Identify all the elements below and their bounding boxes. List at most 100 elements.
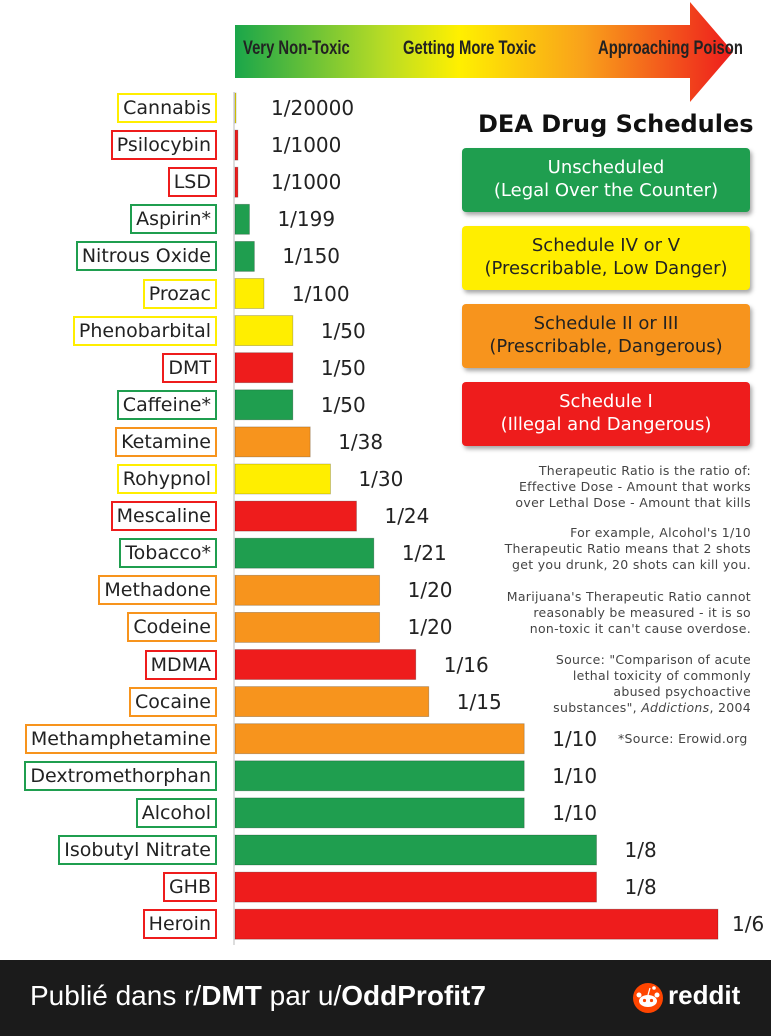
- bar-mescaline: [234, 500, 357, 532]
- value-label: 1/20: [407, 615, 453, 640]
- user-link[interactable]: OddProfit7: [341, 980, 486, 1011]
- note-marijuana: Marijuana's Therapeutic Ratio cannot rea…: [507, 589, 751, 637]
- bar-heroin: [234, 908, 719, 940]
- legend-item: Schedule II or III (Prescribable, Dangero…: [462, 304, 750, 368]
- note-alcohol-example: For example, Alcohol's 1/10 Therapeutic …: [505, 525, 751, 573]
- toxicity-scale: Very Non-Toxic Getting More Toxic Approa…: [233, 0, 771, 104]
- category-label: Methamphetamine: [24, 723, 217, 754]
- category-label: Alcohol: [135, 797, 217, 828]
- category-label: Phenobarbital: [72, 315, 217, 346]
- chart-svg: [233, 2, 733, 945]
- bars-layer: [234, 92, 719, 940]
- value-label: 1/100: [291, 281, 350, 306]
- footer-middle: par u/: [261, 980, 342, 1011]
- value-label: 1/16: [443, 652, 489, 677]
- legend-item-title: Schedule II or III: [533, 313, 679, 334]
- category-label: Prozac: [142, 278, 217, 309]
- category-label: Codeine: [127, 612, 217, 643]
- value-label: 1/20000: [271, 96, 355, 120]
- bar-dmt: [234, 352, 294, 384]
- bar-codeine: [234, 612, 381, 643]
- legend-item-title: Unscheduled: [547, 157, 665, 178]
- note-line: lethal toxicity of commonly: [572, 668, 751, 683]
- footer-bar: Publié dans r/DMT par u/OddProfit7 reddi…: [0, 960, 771, 1036]
- note-line: over Lethal Dose - Amount that kills: [515, 495, 751, 510]
- footer-attribution: Publié dans r/DMT par u/OddProfit7: [30, 980, 486, 1012]
- bar-nitrous-oxide: [234, 240, 255, 272]
- bar-phenobarbital: [234, 315, 294, 347]
- subreddit-link[interactable]: DMT: [201, 980, 262, 1011]
- note-line: non-toxic it can't cause overdose.: [529, 621, 751, 636]
- reddit-logo-icon: [633, 983, 663, 1013]
- category-label: Dextromethorphan: [24, 760, 217, 791]
- category-label: Psilocybin: [110, 130, 217, 161]
- source-text: substances",: [553, 700, 642, 715]
- value-label: 1/20: [407, 578, 453, 603]
- legend-item: Unscheduled (Legal Over the Counter): [462, 148, 750, 212]
- value-label: 1/30: [358, 467, 404, 491]
- legend-item: Schedule I (Illegal and Dangerous): [462, 382, 750, 446]
- chart-area: Very Non-Toxic Getting More Toxic Approa…: [24, 0, 771, 945]
- note-line: abused psychoactive: [613, 684, 751, 699]
- value-label: 1/10: [552, 726, 598, 751]
- legend-item-subtitle: (Prescribable, Dangerous): [489, 336, 723, 357]
- note-line: Marijuana's Therapeutic Ratio cannot: [506, 589, 751, 604]
- value-label: 1/150: [282, 244, 341, 269]
- bar-isobutyl-nitrate: [234, 834, 597, 866]
- legend-item: Schedule IV or V (Prescribable, Low Dange…: [462, 226, 750, 290]
- value-label: 1/8: [624, 875, 657, 900]
- note-source: Source: "Comparison of acute lethal toxi…: [553, 652, 751, 716]
- bar-aspirin: [234, 203, 250, 235]
- category-label: Tobacco*: [119, 538, 217, 569]
- note-line: For example, Alcohol's 1/10: [570, 525, 751, 540]
- bar-dextromethorphan: [234, 760, 525, 792]
- value-label: 1/199: [277, 207, 336, 232]
- note-line: Therapeutic Ratio means that 2 shots: [504, 541, 751, 556]
- value-label: 1/10: [552, 800, 598, 825]
- bar-lsd: [234, 166, 239, 198]
- bar-psilocybin: [234, 129, 239, 161]
- note-line: Source: "Comparison of acute: [555, 652, 751, 667]
- legend-item-subtitle: (Legal Over the Counter): [493, 180, 719, 201]
- bar-mdma: [234, 649, 417, 680]
- category-label: Ketamine: [115, 426, 217, 457]
- legend-item-title: Schedule IV or V: [531, 235, 681, 256]
- bar-prozac: [234, 278, 265, 309]
- bar-rohypnol: [234, 463, 331, 495]
- bar-alcohol: [234, 797, 525, 829]
- bar-methadone: [234, 574, 381, 606]
- source-year: , 2004: [709, 700, 751, 715]
- value-label: 1/1000: [271, 170, 342, 195]
- bar-ghb: [234, 871, 597, 903]
- bar-cocaine: [234, 686, 430, 717]
- note-line: get you drunk, 20 shots can kill you.: [512, 557, 751, 572]
- scale-label-middle: Getting More Toxic: [403, 38, 537, 59]
- bar-cannabis: [234, 92, 237, 124]
- legend-title: DEA Drug Schedules: [478, 110, 754, 138]
- value-label: 1/8: [624, 838, 657, 862]
- value-label: 1/38: [338, 429, 384, 454]
- category-label: Nitrous Oxide: [75, 241, 217, 272]
- toxicity-scale-arrow: [235, 2, 733, 102]
- category-label: Aspirin*: [130, 204, 217, 235]
- reddit-wordmark: reddit: [668, 980, 741, 1010]
- note-therapeutic-ratio: Therapeutic Ratio is the ratio of: Effec…: [515, 463, 751, 511]
- category-label: MDMA: [144, 649, 217, 680]
- category-label: Mescaline: [110, 501, 217, 532]
- value-label: 1/24: [384, 504, 430, 529]
- value-label: 1/21: [401, 541, 447, 566]
- bar-caffeine: [234, 389, 294, 421]
- category-label: Cannabis: [117, 93, 217, 123]
- value-label: 1/50: [320, 318, 366, 343]
- scale-label-right: Approaching Poison: [598, 38, 743, 59]
- note-line: Therapeutic Ratio is the ratio of:: [538, 463, 751, 478]
- bar-methamphetamine: [234, 723, 525, 755]
- category-label: Heroin: [142, 909, 217, 940]
- category-label: Cocaine: [129, 686, 217, 717]
- scale-label-left: Very Non-Toxic: [243, 38, 350, 59]
- category-label: Rohypnol: [116, 464, 217, 494]
- category-label: Caffeine*: [116, 389, 217, 420]
- note-erowid: *Source: Erowid.org: [618, 731, 748, 746]
- legend-item-subtitle: (Illegal and Dangerous): [500, 414, 712, 435]
- value-label: 1/10: [552, 763, 598, 788]
